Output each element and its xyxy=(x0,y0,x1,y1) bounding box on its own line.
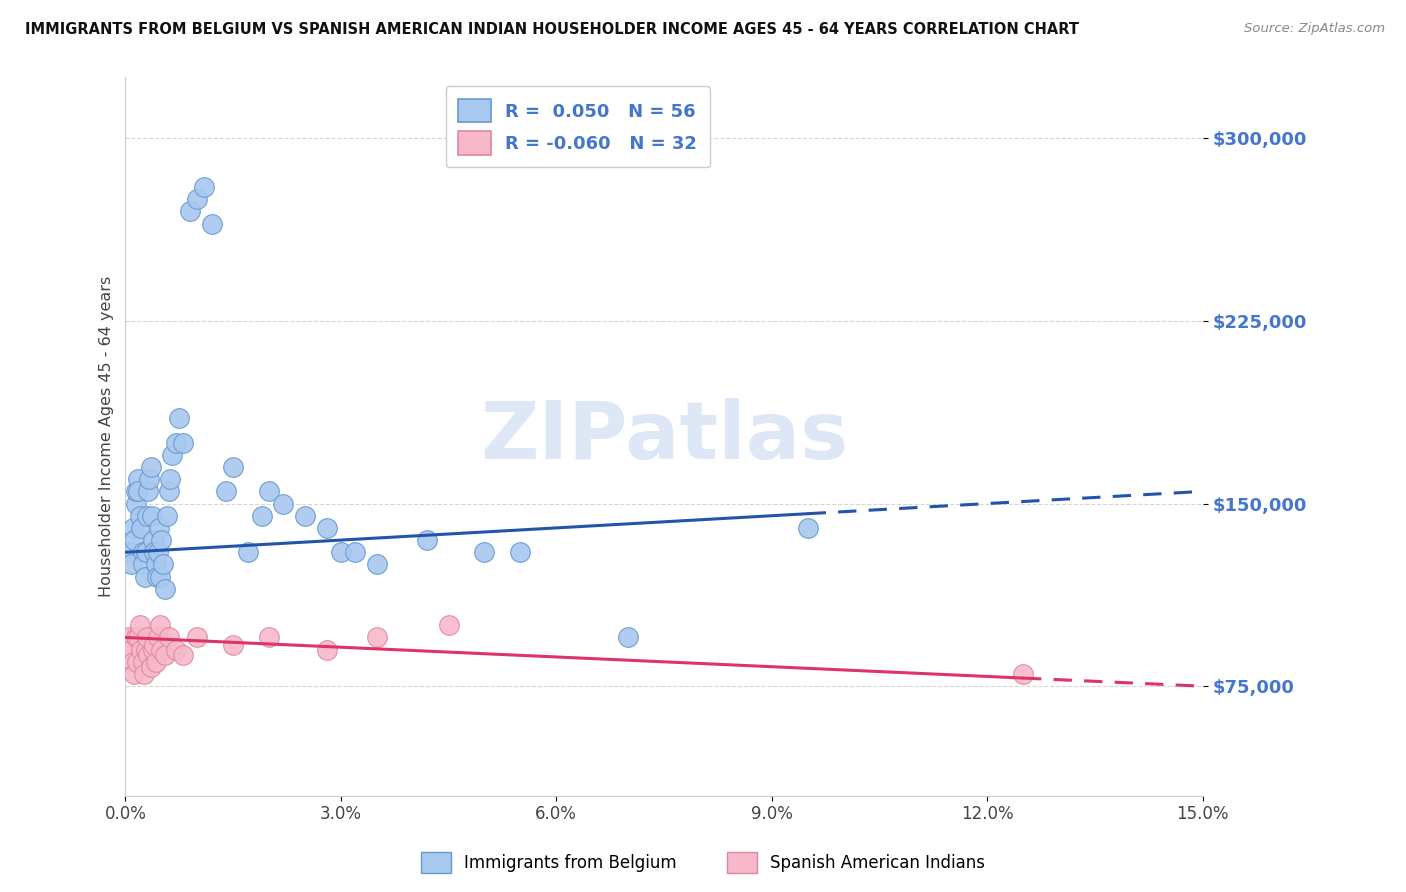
Point xyxy=(201,217,224,231)
Point xyxy=(366,631,388,645)
Point xyxy=(159,472,181,486)
Point xyxy=(128,618,150,632)
Point xyxy=(127,484,149,499)
Text: ZIPatlas: ZIPatlas xyxy=(479,398,848,475)
Point xyxy=(146,569,169,583)
Point xyxy=(437,618,460,632)
Point xyxy=(222,638,245,652)
Legend: Immigrants from Belgium, Spanish American Indians: Immigrants from Belgium, Spanish America… xyxy=(415,846,991,880)
Point xyxy=(186,192,208,206)
Point xyxy=(366,558,388,572)
Point xyxy=(165,642,187,657)
Point xyxy=(344,545,367,559)
Point xyxy=(294,508,316,523)
Point xyxy=(179,204,201,219)
Point xyxy=(257,484,280,499)
Point xyxy=(416,533,439,547)
Point xyxy=(150,533,173,547)
Point xyxy=(157,631,180,645)
Point xyxy=(257,631,280,645)
Point xyxy=(122,667,145,681)
Point xyxy=(152,558,174,572)
Point xyxy=(169,411,191,425)
Point xyxy=(142,642,165,657)
Point xyxy=(150,642,173,657)
Point xyxy=(118,545,141,559)
Point xyxy=(143,545,166,559)
Point xyxy=(474,545,496,559)
Point xyxy=(236,545,259,559)
Point xyxy=(138,648,160,662)
Point xyxy=(124,631,146,645)
Point xyxy=(121,521,143,535)
Point xyxy=(124,497,146,511)
Point xyxy=(617,631,640,645)
Point xyxy=(148,521,170,535)
Point xyxy=(118,631,141,645)
Point xyxy=(139,659,162,673)
Point xyxy=(172,648,194,662)
Point xyxy=(138,472,160,486)
Text: IMMIGRANTS FROM BELGIUM VS SPANISH AMERICAN INDIAN HOUSEHOLDER INCOME AGES 45 - : IMMIGRANTS FROM BELGIUM VS SPANISH AMERI… xyxy=(25,22,1080,37)
Point xyxy=(157,484,180,499)
Point xyxy=(125,484,148,499)
Point xyxy=(329,545,352,559)
Point xyxy=(145,655,167,669)
Point xyxy=(186,631,208,645)
Point xyxy=(131,545,153,559)
Point xyxy=(135,545,157,559)
Point xyxy=(796,521,818,535)
Point xyxy=(146,545,169,559)
Point xyxy=(139,460,162,475)
Point xyxy=(149,569,172,583)
Point xyxy=(120,558,142,572)
Point xyxy=(160,448,183,462)
Point xyxy=(149,618,172,632)
Legend: R =  0.050   N = 56, R = -0.060   N = 32: R = 0.050 N = 56, R = -0.060 N = 32 xyxy=(446,87,710,167)
Point xyxy=(142,533,165,547)
Point xyxy=(153,582,176,596)
Point xyxy=(146,631,169,645)
Point xyxy=(135,642,157,657)
Point xyxy=(131,655,153,669)
Point xyxy=(172,435,194,450)
Point xyxy=(156,508,179,523)
Point xyxy=(145,558,167,572)
Point xyxy=(215,484,238,499)
Point xyxy=(127,472,149,486)
Y-axis label: Householder Income Ages 45 - 64 years: Householder Income Ages 45 - 64 years xyxy=(100,276,114,598)
Point xyxy=(193,180,215,194)
Point xyxy=(165,435,187,450)
Point xyxy=(129,642,152,657)
Point xyxy=(121,655,143,669)
Point xyxy=(136,508,159,523)
Point xyxy=(1012,667,1035,681)
Point xyxy=(143,638,166,652)
Point xyxy=(222,460,245,475)
Point xyxy=(250,508,273,523)
Point xyxy=(122,533,145,547)
Point xyxy=(134,667,156,681)
Point xyxy=(141,508,163,523)
Point xyxy=(128,508,150,523)
Point xyxy=(153,648,176,662)
Point xyxy=(138,484,160,499)
Point xyxy=(136,631,159,645)
Point xyxy=(134,569,156,583)
Point xyxy=(127,631,149,645)
Point xyxy=(315,521,337,535)
Point xyxy=(120,642,142,657)
Point xyxy=(125,655,148,669)
Point xyxy=(315,642,337,657)
Point xyxy=(132,558,155,572)
Point xyxy=(509,545,531,559)
Point xyxy=(129,521,152,535)
Text: Source: ZipAtlas.com: Source: ZipAtlas.com xyxy=(1244,22,1385,36)
Point xyxy=(273,497,295,511)
